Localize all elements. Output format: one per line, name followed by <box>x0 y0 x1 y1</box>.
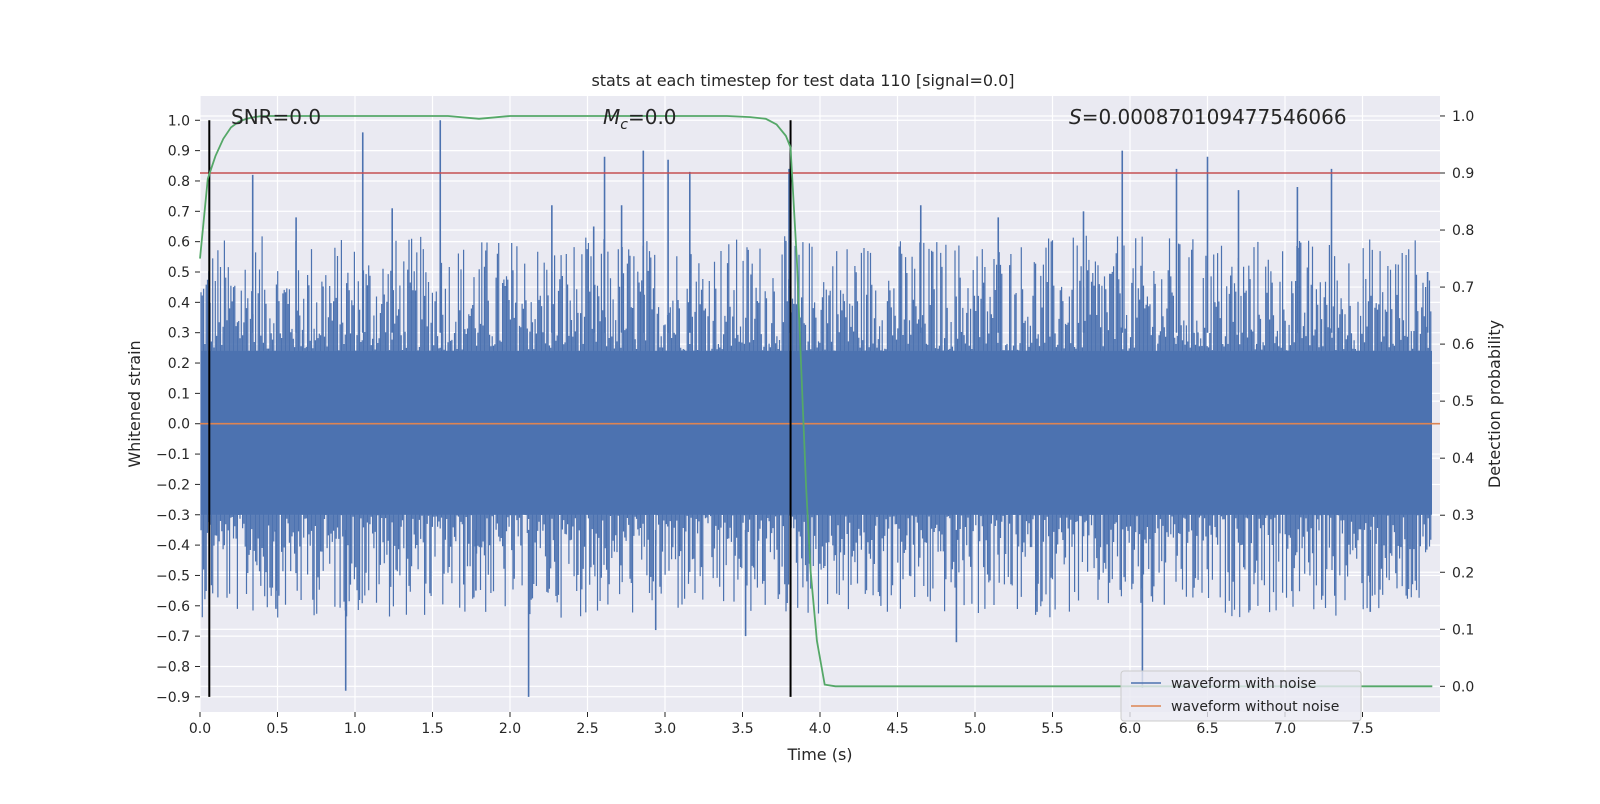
legend-box <box>1120 670 1362 722</box>
y-tick-label: 0.7 <box>168 204 190 220</box>
y-tick-label: 0.4 <box>168 295 190 311</box>
x-tick-label: 6.5 <box>1196 721 1218 737</box>
y-tick-label: −0.4 <box>156 538 190 554</box>
y2-tick-label: 0.8 <box>1452 223 1474 239</box>
annotation-s-symbol: S <box>1069 105 1082 129</box>
y2-axis-label: Detection probability <box>1485 320 1504 488</box>
y-tick-label: 0.3 <box>168 326 190 342</box>
x-tick-label: 4.0 <box>809 721 831 737</box>
x-axis-label: Time (s) <box>786 745 852 764</box>
y-tick-label: 0.5 <box>168 265 190 281</box>
y2-tick-label: 0.1 <box>1452 622 1474 638</box>
y-tick-label: −0.2 <box>156 477 190 493</box>
y-tick-label: 0.9 <box>168 144 190 160</box>
y-tick-label: 0.0 <box>168 417 190 433</box>
x-tick-label: 5.5 <box>1041 721 1063 737</box>
y2-tick-label: 0.5 <box>1452 394 1474 410</box>
x-tick-label: 0.0 <box>189 721 211 737</box>
y-tick-label: 1.0 <box>168 113 190 129</box>
x-tick-label: 7.5 <box>1351 721 1373 737</box>
y-tick-label: −0.5 <box>156 568 190 584</box>
x-tick-label: 3.5 <box>731 721 753 737</box>
y-tick-label: 0.6 <box>168 235 190 251</box>
y-tick-label: 0.8 <box>168 174 190 190</box>
x-tick-label: 6.0 <box>1119 721 1141 737</box>
x-tick-label: 0.5 <box>266 721 288 737</box>
annotation-chirp-mass: Mc=0.0 <box>603 105 677 133</box>
annotation-chirp-mass-subscript: c <box>620 117 628 133</box>
annotation-chirp-mass-value: =0.0 <box>628 105 677 129</box>
y2-tick-label: 0.2 <box>1452 565 1474 581</box>
annotation-chirp-mass-symbol: M <box>603 105 620 129</box>
detection-probability-line <box>199 115 1433 688</box>
y2-tick-label: 1.0 <box>1452 109 1474 125</box>
legend: waveform with noise waveform without noi… <box>1120 670 1362 722</box>
annotation-snr: SNR=0.0 <box>231 105 321 129</box>
y-tick-label: 0.2 <box>168 356 190 372</box>
x-tick-label: 4.5 <box>886 721 908 737</box>
y2-tick-label: 0.7 <box>1452 280 1474 296</box>
y-tick-label: −0.8 <box>156 659 190 675</box>
x-tick-label: 3.0 <box>654 721 676 737</box>
annotation-s-value: =0.000870109477546066 <box>1082 105 1347 129</box>
x-tick-label: 1.0 <box>344 721 366 737</box>
legend-label-noise: waveform with noise <box>1171 676 1316 692</box>
y-tick-label: −0.9 <box>156 690 190 706</box>
chart-title: stats at each timestep for test data 110… <box>591 71 1014 90</box>
y-tick-label: −0.6 <box>156 599 190 615</box>
y2-tick-label: 0.3 <box>1452 508 1474 524</box>
y2-tick-label: 0.4 <box>1452 451 1474 467</box>
annotation-s-statistic: S=0.000870109477546066 <box>1069 105 1347 129</box>
y-tick-label: −0.3 <box>156 508 190 524</box>
y2-tick-label: 0.0 <box>1452 679 1474 695</box>
x-tick-label: 2.0 <box>499 721 521 737</box>
x-tick-label: 7.0 <box>1274 721 1296 737</box>
y2-tick-label: 0.6 <box>1452 337 1474 353</box>
noise-waveform-band <box>200 120 1432 697</box>
y-tick-label: −0.1 <box>156 447 190 463</box>
noise-band-fluctuations <box>200 235 1432 618</box>
y2-tick-label: 0.9 <box>1452 166 1474 182</box>
y-tick-label: 0.1 <box>168 386 190 402</box>
legend-label-clean: waveform without noise <box>1171 699 1339 715</box>
y-tick-label: −0.7 <box>156 629 190 645</box>
x-tick-label: 2.5 <box>576 721 598 737</box>
series-lines <box>199 115 1440 697</box>
x-tick-label: 1.5 <box>421 721 443 737</box>
axes: 0.0 0.5 1.0 1.5 2.0 2.5 3.0 3.5 4.0 4.5 5.0 5.5 6.0 6… <box>156 109 1474 737</box>
x-tick-label: 5.0 <box>964 721 986 737</box>
y-axis-label: Whitened strain <box>125 340 144 467</box>
